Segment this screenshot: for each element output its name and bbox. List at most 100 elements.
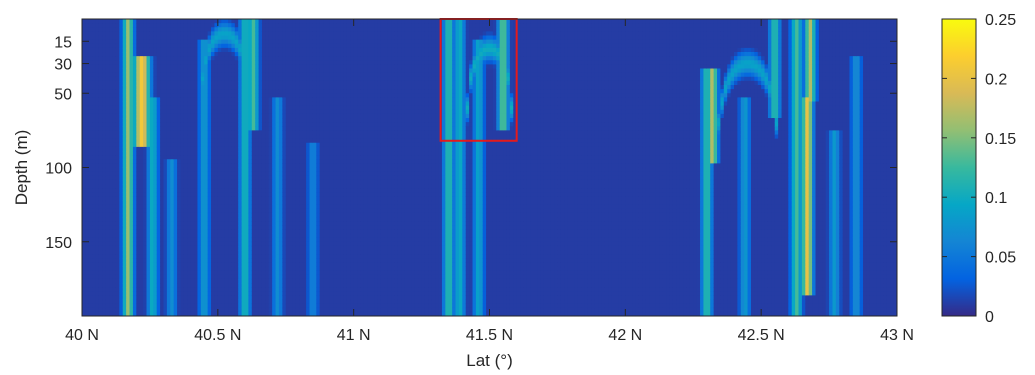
heatmap-cell (153, 23, 158, 28)
heatmap-cell (275, 130, 280, 136)
heatmap-cell (292, 299, 297, 305)
heatmap-cell (234, 217, 239, 222)
heatmap-cell (282, 47, 287, 53)
heatmap-cell (248, 299, 253, 305)
heatmap-cell (88, 262, 93, 268)
heatmap-cell (258, 175, 263, 181)
heatmap-cell (194, 105, 198, 111)
heatmap-cell (170, 159, 175, 164)
heatmap-cell (95, 266, 100, 272)
heatmap-cell (204, 31, 209, 37)
heatmap-cell (197, 89, 202, 94)
heatmap-cell (85, 142, 90, 148)
heatmap-cell (306, 130, 311, 136)
heatmap-cell (109, 254, 114, 259)
heatmap-cell (204, 229, 209, 235)
heatmap-cell (139, 179, 144, 185)
heatmap-cell (292, 142, 297, 148)
heatmap-cell (261, 208, 266, 214)
heatmap-cell (238, 35, 243, 41)
heatmap-cell (231, 97, 236, 103)
heatmap-cell (143, 258, 148, 263)
heatmap-cell (197, 283, 202, 288)
heatmap-cell (278, 39, 283, 45)
heatmap-cell (139, 142, 144, 148)
heatmap-cell (146, 43, 151, 49)
heatmap-cell (214, 175, 219, 181)
heatmap-cell (136, 130, 141, 136)
heatmap-cell (282, 311, 287, 317)
heatmap-cell (112, 307, 117, 313)
heatmap-cell (255, 27, 260, 32)
heatmap-cell (285, 47, 290, 53)
heatmap-cell (231, 237, 236, 243)
heatmap-cell (302, 39, 307, 45)
heatmap-cell (258, 303, 263, 309)
heatmap-cell (156, 212, 161, 218)
heatmap-cell (234, 101, 239, 107)
heatmap-cell (204, 270, 209, 276)
heatmap-cell (187, 295, 192, 301)
heatmap-cell (214, 200, 219, 206)
heatmap-cell (129, 130, 134, 136)
heatmap-cell (258, 151, 263, 156)
heatmap-cell (177, 126, 181, 131)
heatmap-cell (231, 233, 236, 239)
heatmap-cell (238, 89, 243, 94)
heatmap-cell (268, 171, 273, 177)
heatmap-cell (122, 31, 127, 37)
heatmap-cell (217, 68, 222, 74)
heatmap-cell (132, 43, 137, 49)
heatmap-cell (146, 122, 151, 127)
heatmap-cell (285, 68, 290, 74)
heatmap-cell (214, 151, 219, 156)
heatmap-cell (98, 283, 103, 288)
heatmap-cell (207, 31, 212, 37)
heatmap-cell (92, 221, 97, 226)
heatmap-cell (82, 192, 86, 197)
heatmap-cell (312, 163, 317, 169)
heatmap-cell (146, 101, 151, 107)
heatmap-cell (197, 52, 202, 57)
heatmap-cell (221, 179, 226, 185)
heatmap-cell (312, 43, 317, 49)
heatmap-cell (312, 155, 317, 160)
heatmap-cell (292, 196, 297, 202)
heatmap-cell (92, 258, 97, 263)
heatmap-cell (289, 287, 294, 292)
heatmap-cell (282, 245, 287, 251)
heatmap-cell (278, 126, 283, 131)
heatmap-cell (217, 241, 222, 247)
heatmap-cell (265, 35, 270, 41)
heatmap-cell (136, 311, 141, 317)
heatmap-cell (82, 217, 86, 222)
heatmap-cell (190, 47, 195, 53)
heatmap-cell (119, 31, 124, 37)
heatmap-cell (282, 31, 287, 37)
heatmap-cell (160, 291, 164, 296)
heatmap-cell (245, 72, 249, 78)
heatmap-cell (295, 217, 300, 222)
heatmap-cell (228, 188, 232, 193)
heatmap-cell (251, 229, 256, 235)
heatmap-cell (268, 311, 273, 317)
heatmap-cell (207, 299, 212, 305)
heatmap-cell (187, 233, 192, 239)
heatmap-cell (258, 89, 263, 94)
heatmap-cell (265, 85, 270, 90)
heatmap-cell (221, 151, 226, 156)
heatmap-cell (234, 23, 239, 28)
heatmap-cell (112, 109, 117, 115)
heatmap-cell (173, 43, 178, 49)
heatmap-cell (160, 221, 164, 226)
heatmap-cell (306, 167, 311, 173)
heatmap-cell (160, 93, 164, 98)
heatmap-cell (88, 311, 93, 317)
heatmap-cell (82, 118, 86, 123)
heatmap-cell (105, 138, 110, 144)
heatmap-cell (292, 287, 297, 292)
heatmap-cell (194, 47, 198, 53)
heatmap-cell (132, 241, 137, 247)
heatmap-cell (204, 52, 209, 57)
heatmap-cell (258, 43, 263, 49)
